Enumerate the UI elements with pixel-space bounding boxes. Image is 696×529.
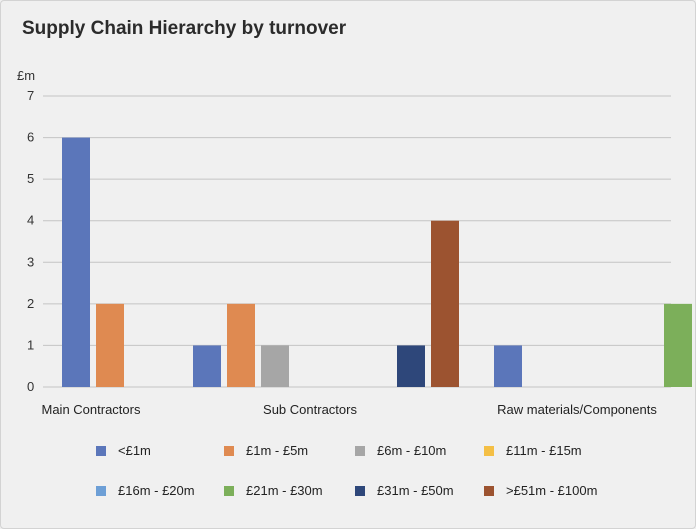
- y-tick-label: 4: [27, 213, 34, 228]
- bars: [62, 137, 692, 387]
- legend-label: £31m - £50m: [377, 483, 454, 498]
- legend-swatch: [96, 486, 106, 496]
- bar: [227, 303, 255, 387]
- y-tick-label: 2: [27, 296, 34, 311]
- legend-item: £31m - £50m: [355, 483, 454, 498]
- y-tick-label: 1: [27, 337, 34, 352]
- x-category-labels: Main Contractors Sub Contractors Raw mater…: [42, 402, 658, 417]
- legend-swatch: [224, 486, 234, 496]
- legend-swatch: [355, 486, 365, 496]
- legend-label: <£1m: [118, 443, 151, 458]
- legend-swatch: [484, 486, 494, 496]
- gridlines: [43, 95, 671, 388]
- y-tick-label: 7: [27, 88, 34, 103]
- legend-item: >£51m - £100m: [484, 483, 597, 498]
- bar: [431, 220, 459, 387]
- legend-item: £21m - £30m: [224, 483, 323, 498]
- legend-item: £1m - £5m: [224, 443, 308, 458]
- bar: [494, 345, 522, 387]
- bar: [261, 345, 289, 387]
- y-tick-label: 6: [27, 130, 34, 145]
- bar: [664, 303, 692, 387]
- legend-item: £11m - £15m: [484, 443, 582, 458]
- y-tick-labels: 0 1 2 3 4 5 6 7: [27, 88, 34, 394]
- bar: [397, 345, 425, 387]
- chart-title: Supply Chain Hierarchy by turnover: [22, 18, 347, 39]
- bar: [96, 303, 124, 387]
- legend-swatch: [484, 446, 494, 456]
- bar: [62, 137, 90, 387]
- x-category-label: Raw materials/Components: [497, 402, 657, 417]
- y-tick-label: 0: [27, 379, 34, 394]
- legend-label: £11m - £15m: [506, 443, 582, 458]
- legend-swatch: [355, 446, 365, 456]
- legend-swatch: [224, 446, 234, 456]
- legend-swatch: [96, 446, 106, 456]
- x-category-label: Main Contractors: [42, 402, 141, 417]
- bar: [193, 345, 221, 387]
- legend-label: £6m - £10m: [377, 443, 447, 458]
- legend-label: £21m - £30m: [246, 483, 323, 498]
- legend-label: £16m - £20m: [118, 483, 195, 498]
- legend-item: <£1m: [96, 443, 151, 458]
- legend-item: £6m - £10m: [355, 443, 446, 458]
- y-tick-label: 3: [27, 254, 34, 269]
- y-tick-label: 5: [27, 171, 34, 186]
- legend-item: £16m - £20m: [96, 483, 195, 498]
- legend-label: >£51m - £100m: [506, 483, 598, 498]
- y-axis-unit-label: £m: [17, 68, 36, 83]
- x-category-label: Sub Contractors: [263, 402, 357, 417]
- legend-label: £1m - £5m: [246, 443, 309, 458]
